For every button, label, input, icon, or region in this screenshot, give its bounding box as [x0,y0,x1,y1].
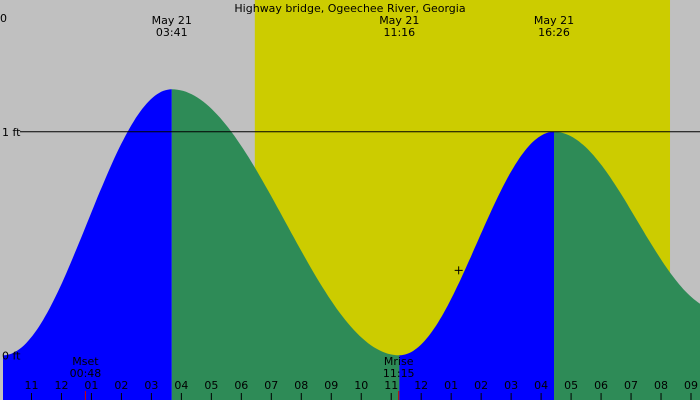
extreme-date-label: May 21 [534,14,574,27]
x-tick-label: 12 [414,379,428,392]
x-tick-label: 07 [264,379,278,392]
x-tick-label: 09 [684,379,698,392]
x-tick-label: 01 [444,379,458,392]
y-axis-label: 0 ft [2,349,21,362]
x-tick-label: 11 [24,379,38,392]
extreme-time-label: 03:41 [156,26,188,39]
x-tick-label: 12 [54,379,68,392]
x-tick-label: 02 [474,379,488,392]
x-tick-label: 04 [174,379,188,392]
x-tick-layer: 11 12 01 02 03 04 05 06 07 08 09 10 11 12 01 02 03 04 05 06… [24,379,698,400]
moon-event-label: Mset [72,355,99,368]
current-time-marker-layer [454,266,463,275]
y-axis-label: 1 ft [2,126,21,139]
extreme-time-label: 16:26 [538,26,570,39]
moon-event-label: Mrise [384,355,414,368]
x-tick-label: 07 [624,379,638,392]
moon-event-time: 11:15 [383,367,415,380]
extreme-date-label: May 21 [379,14,419,27]
x-tick-label: 06 [234,379,248,392]
moon-event-time: 00:48 [70,367,102,380]
x-tick-label: 08 [654,379,668,392]
extreme-date-label: May 21 [152,14,192,27]
x-tick-label: 01 [84,379,98,392]
x-tick-label: 05 [204,379,218,392]
x-tick-label: 11 [384,379,398,392]
rising-tide-area-0 [3,89,172,400]
x-tick-label: 04 [534,379,548,392]
falling-tide-area-1 [171,89,400,400]
x-tick-label: 05 [564,379,578,392]
x-tick-label: 03 [144,379,158,392]
rising-tide-area-2 [399,131,554,400]
x-tick-label: 08 [294,379,308,392]
x-tick-label: 10 [354,379,368,392]
x-tick-label: 09 [324,379,338,392]
extreme-time-label: 11:16 [383,26,415,39]
corner-label: 0 [0,12,7,25]
x-tick-label: 03 [504,379,518,392]
x-tick-label: 06 [594,379,608,392]
y-label-layer: 1 ft 0 ft [2,126,21,363]
x-tick-label: 02 [114,379,128,392]
falling-tide-area-3 [554,131,700,400]
chart-title: Highway bridge, Ogeechee River, Georgia [234,2,465,15]
tide-area-layer [3,89,700,400]
